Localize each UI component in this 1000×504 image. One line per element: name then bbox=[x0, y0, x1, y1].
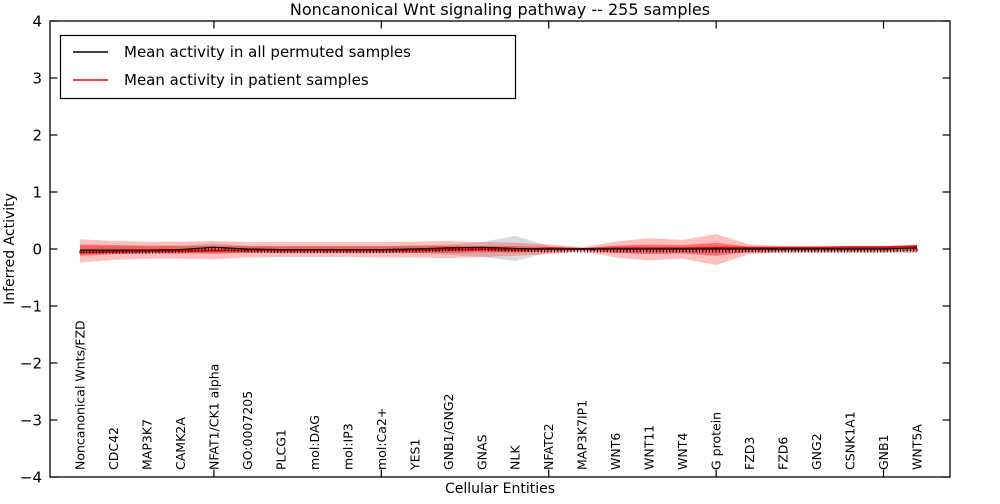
entity-label: WNT5A bbox=[910, 424, 925, 470]
y-tick-label: −1 bbox=[20, 298, 42, 316]
y-tick-label: −2 bbox=[20, 355, 42, 373]
y-tick-label: 1 bbox=[32, 184, 42, 202]
entity-label: WNT6 bbox=[608, 433, 623, 470]
entity-label: YES1 bbox=[407, 439, 422, 471]
entity-label: CSNK1A1 bbox=[843, 411, 858, 470]
entity-label: FZD3 bbox=[742, 437, 757, 470]
y-tick-label: 4 bbox=[32, 13, 42, 31]
entity-label: NLK bbox=[508, 445, 523, 470]
entity-label: GNAS bbox=[474, 434, 489, 470]
y-tick-label: 0 bbox=[32, 241, 42, 259]
y-tick-label: 3 bbox=[32, 70, 42, 88]
chart-title: Noncanonical Wnt signaling pathway -- 25… bbox=[290, 0, 710, 19]
entity-label: G protein bbox=[709, 412, 724, 470]
entity-label: Noncanonical Wnts/FZD bbox=[73, 320, 88, 470]
y-tick-label: −4 bbox=[20, 469, 42, 487]
entity-label: mol:Ca2+ bbox=[374, 408, 389, 470]
legend-box bbox=[59, 34, 517, 100]
entity-label: GO:0007205 bbox=[240, 391, 255, 470]
sample-tick-markers bbox=[79, 247, 918, 254]
legend: Mean activity in all permuted samples Me… bbox=[59, 34, 517, 100]
entity-label: NFAT1/CK1 alpha bbox=[206, 364, 221, 470]
entity-label: NFATC2 bbox=[541, 423, 556, 470]
entity-label: GNG2 bbox=[809, 433, 824, 470]
series-line-permuted bbox=[80, 246, 918, 251]
entity-label: WNT4 bbox=[675, 433, 690, 470]
plot-frame bbox=[49, 20, 951, 478]
legend-label-permuted: Mean activity in all permuted samples bbox=[124, 43, 411, 61]
entity-label: GNB1 bbox=[876, 434, 891, 470]
y-tick-label: −3 bbox=[20, 412, 42, 430]
y-tick-label: 2 bbox=[32, 127, 42, 145]
entity-label: CAMK2A bbox=[173, 417, 188, 470]
axes-layer: 4 3 2 1 0 −1 −2 −3 −4 Noncanonical Wnts/FZD CDC42 M… bbox=[20, 13, 950, 487]
y-axis-label: Inferred Activity bbox=[2, 193, 18, 305]
entity-label: GNB1/GNG2 bbox=[441, 394, 456, 470]
x-axis-label: Cellular Entities bbox=[445, 481, 555, 497]
entity-label: mol:DAG bbox=[307, 415, 322, 470]
entity-label: WNT11 bbox=[642, 425, 657, 470]
series-layer bbox=[79, 245, 918, 254]
entity-label: mol:IP3 bbox=[340, 423, 355, 470]
entity-label: PLCG1 bbox=[273, 429, 288, 470]
legend-label-patient: Mean activity in patient samples bbox=[124, 71, 369, 89]
entity-label: MAP3K7IP1 bbox=[575, 400, 590, 470]
entity-label: FZD6 bbox=[776, 437, 791, 470]
entity-label: MAP3K7 bbox=[139, 419, 154, 470]
entity-label: CDC42 bbox=[106, 427, 121, 470]
